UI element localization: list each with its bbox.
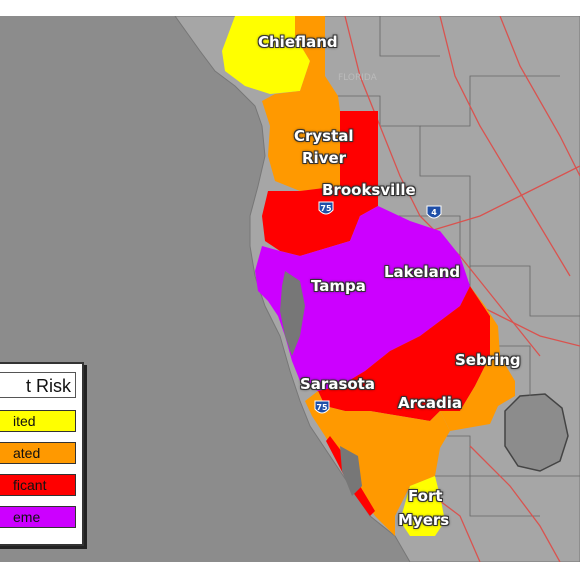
city-crystal-river-line2: River [302, 149, 347, 167]
zone-significant-south [318, 286, 490, 421]
zone-significant-north [262, 111, 378, 256]
legend-item-elevated: ated [0, 442, 76, 464]
risk-legend: t Risk ited ated ficant eme [0, 362, 84, 546]
city-tampa: Tampa [311, 277, 366, 295]
state-label: FLORIDA [338, 73, 378, 83]
tampa-bay [280, 271, 305, 356]
city-chiefland: Chiefland [258, 33, 338, 51]
interstate-4-shield: 4 [426, 205, 442, 219]
city-sarasota: Sarasota [300, 375, 375, 393]
interstate-75-shield-south: 75 [314, 400, 330, 414]
city-fort-myers-line1: Fort [408, 487, 443, 505]
city-brooksville: Brooksville [322, 181, 416, 199]
bottom-whitespace [0, 562, 580, 580]
city-arcadia: Arcadia [398, 394, 463, 412]
map-canvas: FLORIDA [0, 16, 580, 562]
city-crystal-river-line1: Crystal [294, 127, 354, 145]
city-lakeland: Lakeland [384, 263, 461, 281]
legend-item-extreme: eme [0, 506, 76, 528]
svg-text:4: 4 [431, 208, 437, 217]
zone-extreme [255, 206, 470, 391]
zone-limited-south [400, 476, 445, 536]
zone-elevated-east [440, 286, 515, 431]
legend-item-limited: ited [0, 410, 76, 432]
legend-title: t Risk [0, 372, 76, 398]
legend-item-significant: ficant [0, 474, 76, 496]
lake-okeechobee [504, 393, 569, 472]
zone-limited-north [222, 16, 310, 94]
svg-text:75: 75 [320, 204, 332, 213]
risk-map: FLORIDA Chiefland Crystal River Brooksvi… [0, 16, 580, 562]
zone-elevated-south [305, 391, 450, 536]
svg-text:75: 75 [316, 403, 328, 412]
interstate-75-shield-north: 75 [318, 201, 334, 215]
city-sebring: Sebring [455, 351, 521, 369]
city-fort-myers-line2: Myers [398, 511, 450, 529]
charlotte-harbor [340, 446, 362, 496]
